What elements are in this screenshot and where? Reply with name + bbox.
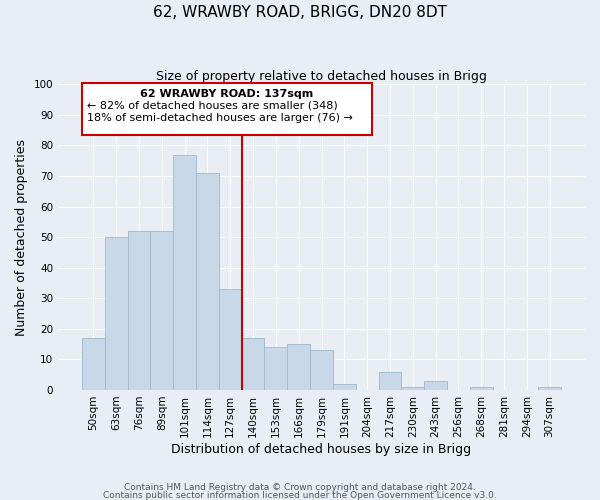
Bar (105, 237, 128, 390)
Bar (265, 347, 287, 390)
Y-axis label: Number of detached properties: Number of detached properties (15, 138, 28, 336)
FancyBboxPatch shape (82, 82, 372, 134)
Bar (401, 387, 424, 390)
Text: Contains public sector information licensed under the Open Government Licence v3: Contains public sector information licen… (103, 490, 497, 500)
Title: Size of property relative to detached houses in Brigg: Size of property relative to detached ho… (156, 70, 487, 83)
Text: 62, WRAWBY ROAD, BRIGG, DN20 8DT: 62, WRAWBY ROAD, BRIGG, DN20 8DT (153, 5, 447, 20)
Bar (219, 289, 242, 390)
Bar (310, 350, 333, 390)
X-axis label: Distribution of detached houses by size in Brigg: Distribution of detached houses by size … (172, 442, 472, 456)
Text: Contains HM Land Registry data © Crown copyright and database right 2024.: Contains HM Land Registry data © Crown c… (124, 483, 476, 492)
Bar (333, 384, 356, 390)
Bar (379, 372, 401, 390)
Bar (470, 387, 493, 390)
Bar (196, 173, 219, 390)
Bar (287, 344, 310, 390)
Text: 62 WRAWBY ROAD: 137sqm: 62 WRAWBY ROAD: 137sqm (140, 89, 313, 99)
Bar (151, 231, 173, 390)
Text: ← 82% of detached houses are smaller (348): ← 82% of detached houses are smaller (34… (86, 100, 337, 110)
Bar (173, 154, 196, 390)
Bar (242, 338, 265, 390)
Text: 18% of semi-detached houses are larger (76) →: 18% of semi-detached houses are larger (… (86, 113, 352, 123)
Bar (82, 338, 105, 390)
Bar (128, 231, 151, 390)
Bar (424, 381, 447, 390)
Bar (538, 387, 561, 390)
